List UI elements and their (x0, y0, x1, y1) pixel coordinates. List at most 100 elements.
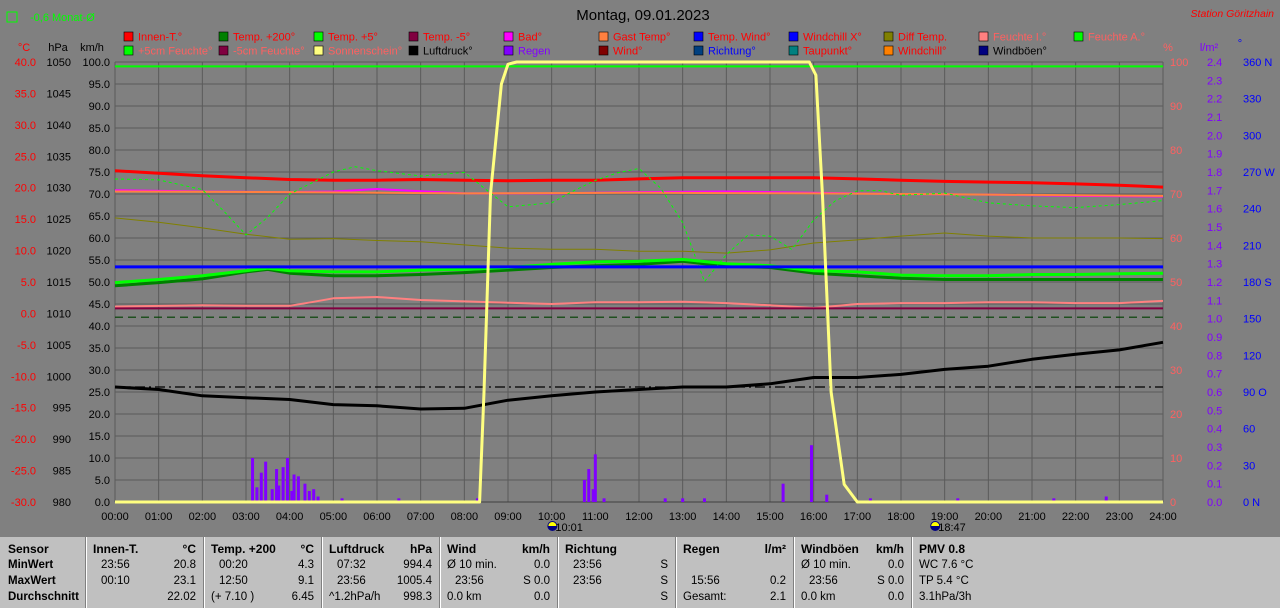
wind-tick: 75.0 (89, 167, 110, 179)
stats-unit: l/m² (764, 542, 786, 556)
legend-label: Wind° (613, 46, 642, 58)
stats-block: Wind km/h Ø 10 min. 0.0 23:56 S 0.0 0.0 km 0.0 (440, 537, 558, 608)
rain-tick: 0.0 (1207, 497, 1222, 509)
legend-label: -5cm Feuchte° (233, 46, 305, 58)
stats-time: TP 5.4 °C (919, 575, 969, 587)
stats-value: 23.1 (173, 575, 196, 587)
legend-swatch (123, 31, 134, 42)
legend-swatch (218, 45, 229, 56)
legend-item[interactable]: Temp. -5° (408, 32, 470, 44)
stats-separator (793, 537, 794, 608)
legend-label: Windböen° (993, 46, 1047, 58)
rain-tick: 1.6 (1207, 204, 1222, 216)
direction-tick: 270 W (1243, 167, 1275, 179)
stats-time: 3.1hPa/3h (919, 591, 972, 603)
legend-label: Gast Temp° (613, 32, 670, 44)
stats-time: 00:20 (219, 559, 248, 571)
wind-tick: 80.0 (89, 145, 110, 157)
legend-item[interactable]: Sonnenschein° (313, 45, 402, 58)
pressure-tick: 990 (53, 434, 71, 446)
legend-label: Innen-T.° (138, 32, 182, 44)
legend-label: Richtung° (708, 46, 756, 58)
legend-item[interactable]: Wind° (598, 46, 642, 58)
rain-bar (303, 483, 307, 502)
legend-item[interactable]: Richtung° (693, 46, 756, 58)
legend-item[interactable]: Temp. Wind° (693, 32, 770, 44)
stats-value: 0.0 (888, 591, 904, 603)
stats-title: Temp. +200 (211, 542, 276, 556)
stats-separator (558, 537, 559, 608)
stats-time: 12:50 (219, 575, 248, 587)
legend-item[interactable]: Windchill X° (788, 32, 862, 44)
wind-tick: 35.0 (89, 343, 110, 355)
legend-label: Temp. +200° (233, 32, 295, 44)
stats-title: Luftdruck (329, 542, 385, 556)
legend-item[interactable]: Windchill° (883, 46, 946, 58)
legend-item[interactable]: Diff Temp. (883, 32, 947, 44)
weather-chart: °C hPa km/h% l/m² ° 40.0 35.0 30.0 25.0 20.0 15.0 1… (6, 7, 1275, 534)
temp-tick: -30.0 (11, 497, 36, 509)
stats-value: 6.45 (291, 591, 314, 603)
pressure-tick: 1040 (47, 120, 71, 132)
legend-item[interactable]: Luftdruck° (408, 46, 473, 58)
stats-value: S 0.0 (877, 575, 904, 587)
temp-tick: 40.0 (15, 57, 36, 69)
rain-bar (290, 491, 294, 502)
rain-bar (475, 498, 479, 502)
pressure-tick: 980 (53, 497, 71, 509)
rain-bar (602, 498, 606, 502)
time-tick: 10:00 (538, 511, 566, 523)
direction-tick: 240 (1243, 204, 1261, 216)
direction-tick: 60 (1243, 424, 1255, 436)
temp-tick: 15.0 (15, 214, 36, 226)
rain-bar (397, 498, 401, 502)
wind-tick: 20.0 (89, 409, 110, 421)
legend-swatch (123, 45, 134, 56)
legend-item[interactable]: Feuchte A.° (1073, 32, 1145, 44)
time-tick: 03:00 (232, 511, 260, 523)
legend-item[interactable]: Bad° (503, 32, 542, 44)
wind-tick: 40.0 (89, 321, 110, 333)
stats-time: Ø 10 min. (801, 559, 851, 571)
legend-item[interactable]: Windböen° (978, 46, 1047, 58)
legend-item[interactable]: Temp. +5° (313, 32, 378, 44)
stats-value: S (660, 559, 668, 571)
stats-title: PMV 0.8 (919, 542, 966, 556)
stats-title: Windböen (801, 542, 859, 556)
legend-item[interactable]: Feuchte I.° (978, 31, 1046, 44)
stats-title: Richtung (565, 542, 617, 556)
stats-separator (912, 537, 913, 608)
pressure-tick: 1035 (47, 151, 71, 163)
rain-bar (259, 472, 263, 502)
humidity-tick: 30 (1170, 365, 1182, 377)
legend-item[interactable]: Temp. +200° (218, 32, 295, 44)
rain-tick: 0.6 (1207, 387, 1222, 399)
time-tick: 11:00 (582, 511, 609, 523)
humidity-tick: 70 (1170, 189, 1182, 201)
stats-separator (557, 537, 558, 608)
legend-item[interactable]: -5cm Feuchte° (218, 45, 305, 58)
legend-item[interactable]: Regen (503, 46, 550, 58)
wind-tick: 90.0 (89, 101, 110, 113)
legend-label: Windchill X° (803, 32, 862, 44)
pressure-tick: 1000 (47, 371, 71, 383)
series-line (114, 166, 1164, 283)
temp-tick: 35.0 (15, 88, 36, 100)
stats-row-labels: Sensor MinWert MaxWert Durchschnitt (0, 537, 86, 608)
wind-tick: 30.0 (89, 365, 110, 377)
temp-tick: 25.0 (15, 151, 36, 163)
legend-item[interactable]: Innen-T.° (123, 31, 182, 44)
rain-tick: 2.1 (1207, 112, 1222, 124)
legend-item[interactable]: +5cm Feuchte° (123, 45, 212, 58)
time-tick: 00:00 (101, 511, 129, 523)
rain-tick: 0.5 (1207, 405, 1222, 417)
stats-block: Luftdruck hPa 07:32 994.4 23:56 1005.4 ^1.2hPa… (322, 537, 440, 608)
legend-item[interactable]: Taupunkt° (788, 46, 852, 58)
time-tick: 14:00 (713, 511, 741, 523)
legend-item[interactable]: Gast Temp° (598, 32, 670, 44)
monat-checkbox[interactable] (6, 11, 18, 23)
legend-swatch (978, 31, 989, 42)
legend-swatch (313, 45, 324, 56)
time-tick: 18:00 (887, 511, 915, 523)
series-line (114, 190, 1164, 197)
